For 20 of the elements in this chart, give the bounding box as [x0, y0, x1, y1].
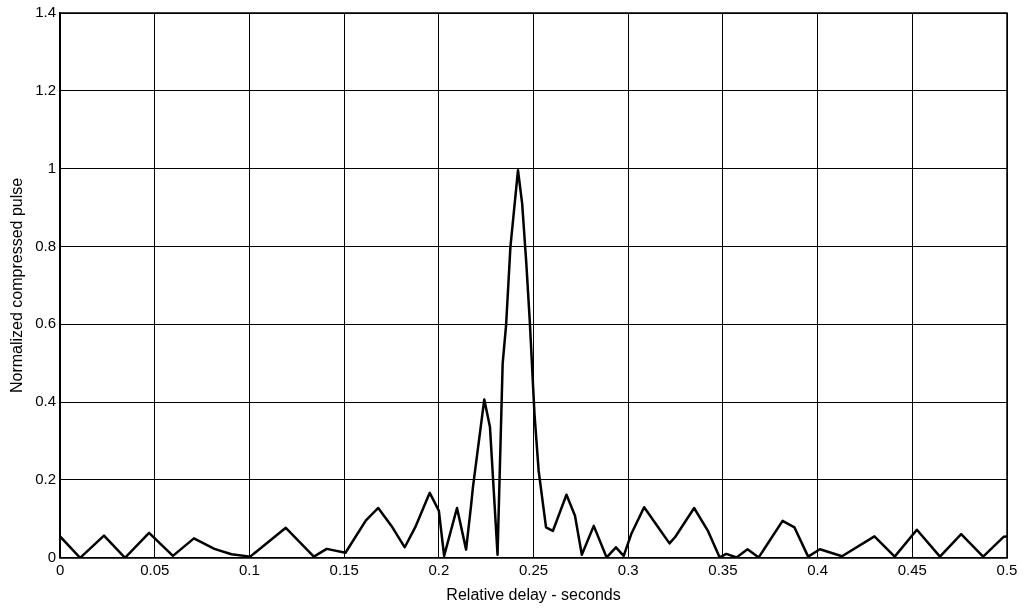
y-tick-label: 0.8 [35, 236, 57, 254]
x-axis-title: Relative delay - seconds [446, 585, 621, 603]
y-axis-title: Normalized compressed pulse [8, 177, 26, 393]
x-tick-label: 0.45 [897, 560, 927, 578]
x-tick-label: 0.25 [518, 560, 549, 578]
x-tick-label: 0.2 [428, 560, 450, 578]
x-tick-label: 0.15 [329, 560, 359, 578]
y-tick-label: 0.6 [35, 314, 57, 332]
y-tick-label: 1.4 [35, 3, 57, 21]
y-tick-label: 0.4 [35, 392, 57, 410]
y-tick-label: 1 [47, 158, 57, 176]
y-tick-label: 0 [47, 547, 57, 565]
x-tick-label: 0.3 [617, 560, 639, 578]
y-tick-label: 0.2 [35, 470, 57, 488]
x-tick-label: 0.35 [708, 560, 738, 578]
x-tick-label: 0.1 [239, 560, 260, 578]
x-tick-label: 0.4 [807, 560, 829, 578]
y-tick-label: 1.2 [35, 80, 57, 98]
x-tick-label: 0.05 [140, 560, 170, 578]
x-tick-label: 0.5 [996, 560, 1018, 578]
